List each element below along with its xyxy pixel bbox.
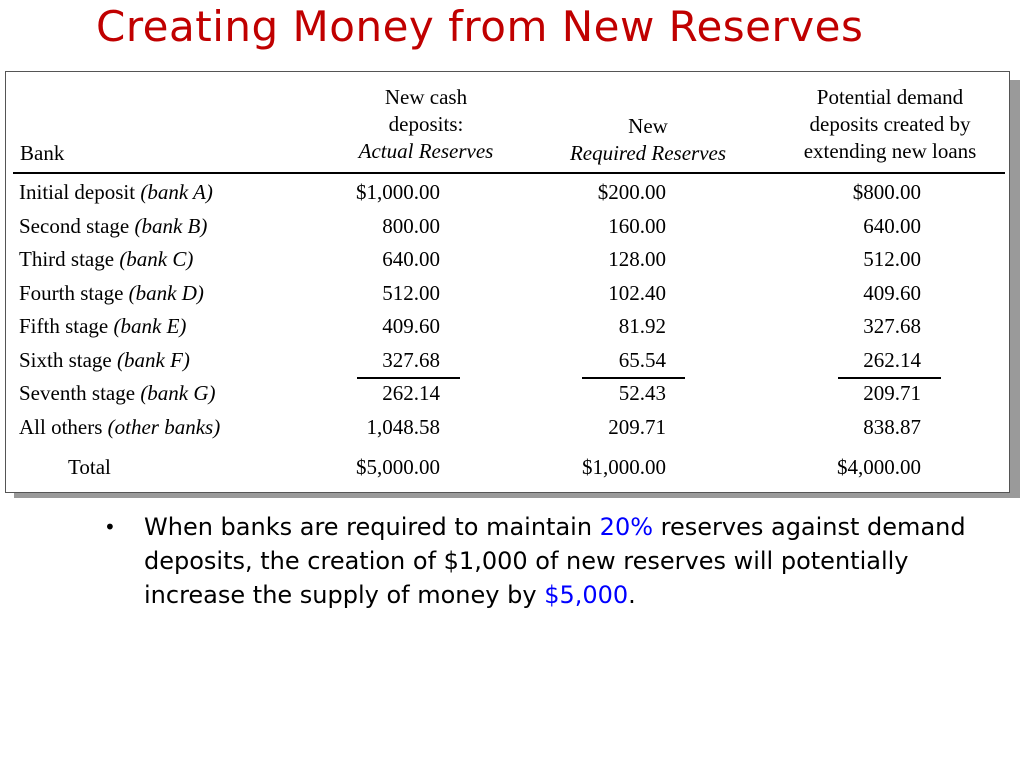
row-potential-deposits: $800.00: [852, 180, 921, 204]
row-stage: Sixth stage: [19, 348, 112, 372]
row-potential-deposits: 838.87: [863, 415, 921, 439]
row-stage: Fifth stage: [19, 314, 109, 338]
row-label: Sixth stage (bank F): [19, 346, 190, 374]
row-stage: Seventh stage: [19, 381, 136, 405]
row-actual-reserves: 327.68: [382, 348, 440, 372]
total-underline-potential: [838, 377, 941, 379]
table-row: Second stage (bank B) 800.00 160.00 640.00: [0, 212, 1005, 240]
bullet-point: • When banks are required to maintain 20…: [104, 510, 984, 612]
bullet-highlight-percent: 20%: [599, 513, 654, 541]
row-stage: Fourth stage: [19, 281, 124, 305]
row-required-reserves: 81.92: [618, 314, 666, 338]
row-stage: All others: [19, 415, 103, 439]
row-potential-deposits: 409.60: [863, 281, 921, 305]
row-potential-deposits: 209.71: [863, 381, 921, 405]
row-actual-reserves: 409.60: [382, 314, 440, 338]
reserves-table: Bank New cash deposits: Actual Reserves …: [5, 71, 1010, 493]
row-required-reserves: 160.00: [608, 214, 666, 238]
header-actual-line1: New cash: [384, 85, 468, 109]
table-row: Initial deposit (bank A) $1,000.00 $200.00…: [0, 178, 1005, 206]
row-label: Third stage (bank C): [19, 245, 193, 273]
row-bank: (other banks): [107, 415, 221, 439]
row-bank: (bank E): [113, 314, 187, 338]
header-divider: [13, 172, 1005, 174]
table-row: Third stage (bank C) 640.00 128.00 512.00: [0, 245, 1005, 273]
total-actual: $5,000.00: [356, 455, 440, 479]
row-required-reserves: 209.71: [608, 415, 666, 439]
header-bank: Bank: [20, 141, 65, 165]
bullet-text: When banks are required to maintain 20% …: [144, 510, 984, 612]
row-stage: Third stage: [19, 247, 115, 271]
table-row: Sixth stage (bank F) 327.68 65.54 262.14: [0, 346, 1005, 374]
header-potential-line2: deposits created by: [809, 112, 971, 136]
row-bank: (bank D): [128, 281, 204, 305]
row-label: Fourth stage (bank D): [19, 279, 204, 307]
row-potential-deposits: 327.68: [863, 314, 921, 338]
row-required-reserves: 102.40: [608, 281, 666, 305]
row-required-reserves: 52.43: [618, 381, 666, 405]
total-underline-actual: [357, 377, 460, 379]
total-label: Total: [68, 455, 111, 479]
bullet-text-part2: reserves against demand deposits, the cr…: [144, 513, 966, 609]
header-potential-line1: Potential demand: [816, 85, 964, 109]
row-label: Fifth stage (bank E): [19, 312, 186, 340]
row-potential-deposits: 640.00: [863, 214, 921, 238]
table-row: Fifth stage (bank E) 409.60 81.92 327.68: [0, 312, 1005, 340]
row-required-reserves: 65.54: [618, 348, 666, 372]
row-actual-reserves: 800.00: [382, 214, 440, 238]
header-potential-line3: extending new loans: [803, 139, 977, 163]
row-required-reserves: $200.00: [597, 180, 666, 204]
total-required: $1,000.00: [582, 455, 666, 479]
row-bank: (bank G): [140, 381, 216, 405]
row-actual-reserves: 640.00: [382, 247, 440, 271]
row-label: Seventh stage (bank G): [19, 379, 216, 407]
bullet-text-part3: .: [628, 581, 636, 609]
header-required-reserves: New Required Reserves: [537, 113, 759, 167]
row-label: Second stage (bank B): [19, 212, 207, 240]
row-label: Initial deposit (bank A): [19, 178, 213, 206]
header-actual-reserves: New cash deposits: Actual Reserves: [326, 84, 526, 165]
bullet-dot-icon: •: [104, 515, 116, 539]
total-row: Total $5,000.00 $1,000.00 $4,000.00: [0, 453, 1005, 481]
total-underline-required: [582, 377, 685, 379]
total-potential: $4,000.00: [837, 455, 921, 479]
bullet-highlight-amount: $5,000: [544, 581, 629, 609]
row-stage: Second stage: [19, 214, 130, 238]
header-required-line1: New: [628, 114, 668, 138]
row-bank: (bank A): [140, 180, 213, 204]
row-actual-reserves: 512.00: [382, 281, 440, 305]
slide-title: Creating Money from New Reserves: [96, 2, 864, 51]
row-required-reserves: 128.00: [608, 247, 666, 271]
header-potential-deposits: Potential demand deposits created by ext…: [774, 84, 1006, 165]
table-row: Fourth stage (bank D) 512.00 102.40 409.60: [0, 279, 1005, 307]
row-actual-reserves: $1,000.00: [356, 180, 440, 204]
row-potential-deposits: 512.00: [863, 247, 921, 271]
row-bank: (bank B): [134, 214, 208, 238]
row-actual-reserves: 1,048.58: [366, 415, 441, 439]
row-potential-deposits: 262.14: [863, 348, 921, 372]
bullet-text-part1: When banks are required to maintain: [144, 513, 600, 541]
row-actual-reserves: 262.14: [382, 381, 440, 405]
table-row: All others (other banks) 1,048.58 209.71 83…: [0, 413, 1005, 441]
header-actual-line3: Actual Reserves: [358, 139, 494, 163]
row-stage: Initial deposit: [19, 180, 136, 204]
header-actual-line2: deposits:: [388, 112, 464, 136]
table-row: Seventh stage (bank G) 262.14 52.43 209.71: [0, 379, 1005, 407]
header-required-line2: Required Reserves: [569, 141, 727, 165]
row-label: All others (other banks): [19, 413, 220, 441]
row-bank: (bank F): [117, 348, 190, 372]
row-bank: (bank C): [119, 247, 194, 271]
